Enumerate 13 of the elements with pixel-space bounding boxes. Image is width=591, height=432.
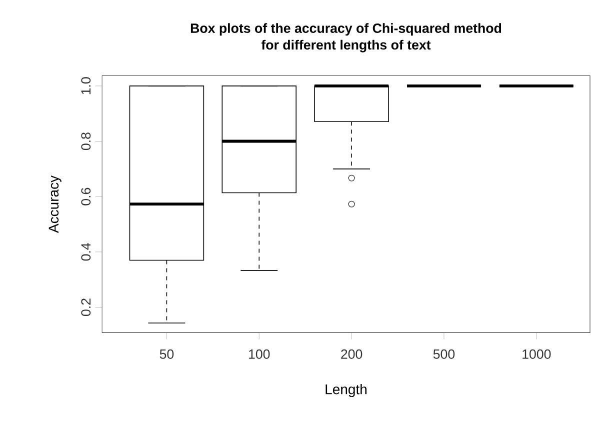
x-tick-label: 200 [341,349,362,359]
x-tick-label: 50 [160,349,174,359]
y-tick-label: 0.2 [81,298,91,316]
y-tick-label: 0.8 [81,132,91,150]
x-tick-label: 100 [249,349,270,359]
chart-title: Box plots of the accuracy of Chi-squared method for different lengths of text [190,23,502,52]
y-tick-label: 1.0 [81,77,91,94]
y-tick-label: 0.4 [81,243,91,261]
y-tick-label: 0.6 [81,188,91,206]
x-tick-label: 1000 [522,349,551,359]
x-axis-title: Length [326,384,366,398]
y-axis-title: Accuracy [48,175,62,233]
x-tick-label: 500 [433,349,455,359]
